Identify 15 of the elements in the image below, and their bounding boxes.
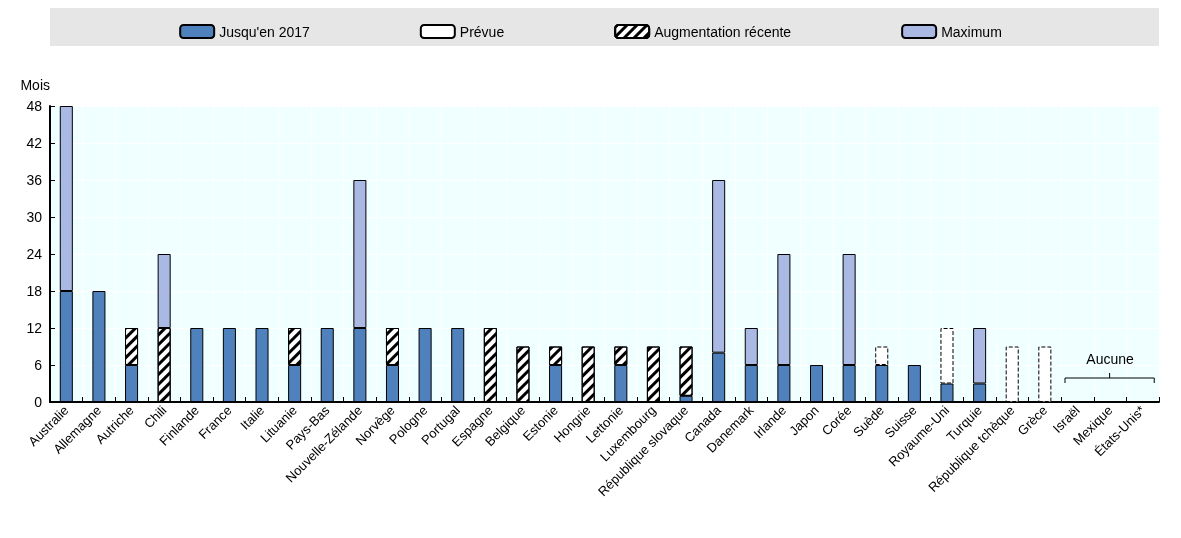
legend-label: Jusqu'en 2017: [219, 23, 311, 40]
y-tick-label: 12: [26, 320, 43, 336]
legend-label: Augmentation récente: [654, 23, 792, 40]
y-tick-label: 18: [26, 283, 43, 299]
annotation: Aucune: [1086, 351, 1135, 368]
y-tick-label: 30: [26, 209, 43, 225]
y-tick-label: 6: [34, 357, 43, 373]
y-tick-label: 36: [26, 172, 43, 188]
y-axis-title: Mois: [20, 77, 50, 93]
y-tick-label: 48: [26, 98, 43, 114]
legend-label: Maximum: [941, 23, 1002, 40]
legend-label: Prévue: [459, 23, 505, 40]
y-tick-label: 0: [34, 394, 43, 410]
y-tick-label: 24: [26, 246, 43, 262]
y-tick-label: 42: [26, 135, 43, 151]
